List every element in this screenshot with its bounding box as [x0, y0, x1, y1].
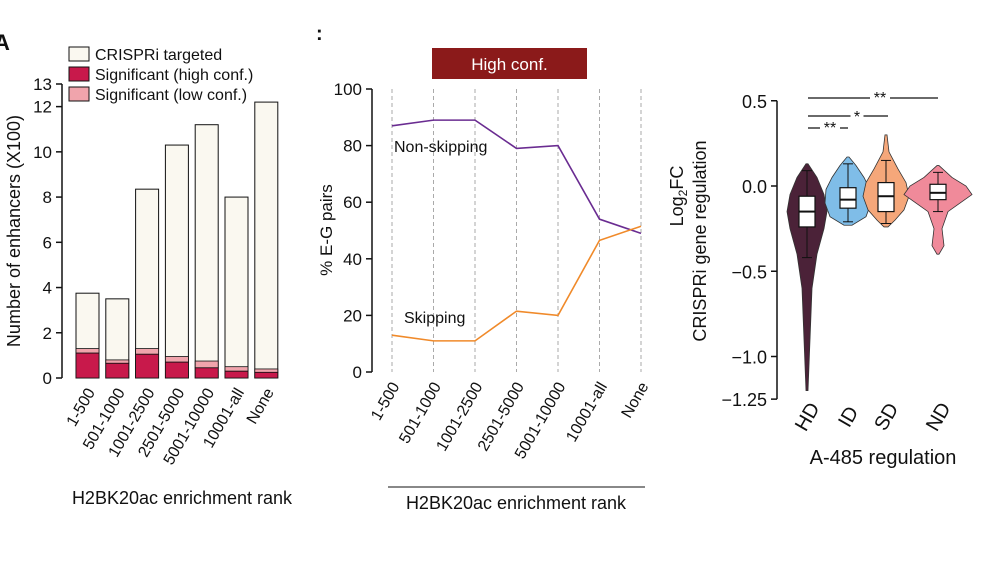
y-tick-label: 0 — [353, 363, 362, 382]
bar-significant-high — [135, 353, 160, 379]
line-skipping — [391, 225, 642, 342]
legend-label: Significant (high conf.) — [95, 67, 253, 84]
x-tick-label: ID — [834, 403, 863, 431]
x-tick-label: 1-500 — [368, 379, 403, 423]
bar-significant-high — [164, 361, 189, 379]
y-axis-title: % E-G pairs — [317, 184, 336, 276]
bar-significant-low — [135, 348, 160, 355]
bar-significant-low — [194, 360, 219, 369]
legend-label: CRISPRi targeted — [95, 47, 222, 64]
significance-gap — [820, 122, 840, 134]
legend-swatch — [68, 66, 90, 82]
y-tick-label: 20 — [343, 306, 362, 325]
significance-label: * — [854, 109, 860, 126]
y-tick-label: 100 — [334, 80, 362, 99]
bar-crispri-targeted — [164, 144, 189, 379]
legend-swatch — [68, 46, 90, 62]
y-tick-label: 40 — [343, 250, 362, 269]
bar-significant-high — [224, 370, 249, 379]
line-non-skipping — [391, 119, 642, 235]
x-tick-label: HD — [791, 399, 824, 435]
legend-label: Significant (low conf.) — [95, 87, 247, 104]
bar-significant-high — [105, 362, 130, 379]
bar-crispri-targeted — [254, 101, 279, 379]
panel-label-b: : — [316, 23, 323, 45]
significance-label: ** — [874, 90, 886, 107]
y-tick-label: 6 — [43, 233, 52, 252]
bar-significant-high — [194, 367, 219, 379]
bar-significant-low — [254, 368, 279, 373]
bar-significant-low — [164, 356, 189, 363]
line-chart: High conf. 0 20 40 60 80 100 % E-G pairs Non-ski… — [317, 48, 653, 513]
y-tick-label: 8 — [43, 188, 52, 207]
significance-label: ** — [824, 120, 836, 137]
bar-significant-low — [75, 348, 100, 354]
y-tick-label: −1.0 — [731, 348, 767, 368]
y-tick-label: 2 — [43, 324, 52, 343]
y-tick-label: 13 — [33, 75, 52, 94]
x-tick-label: None — [244, 385, 278, 427]
y-tick-label: −0.5 — [731, 262, 767, 282]
x-tick-label: None — [619, 379, 653, 421]
y-axis-title: Number of enhancers (X100) — [4, 115, 24, 347]
significance-gap — [850, 110, 864, 122]
bar-crispri-targeted — [224, 196, 249, 379]
y-tick-label: 0 — [43, 369, 52, 388]
y-tick-label: 12 — [33, 98, 52, 117]
violin-hd — [786, 163, 828, 391]
y-tick-label: 80 — [343, 137, 362, 156]
y-tick-label: 10 — [33, 143, 52, 162]
x-tick-label: SD — [870, 399, 903, 434]
bar-crispri-targeted — [194, 124, 219, 379]
series-label-skipping: Skipping — [404, 310, 465, 327]
y-tick-label: 0.0 — [742, 177, 767, 197]
y-tick-label: −1.25 — [721, 390, 767, 410]
y-axis-title-line2: CRISPRi gene regulation — [690, 140, 710, 341]
x-tick-label: ND — [922, 399, 955, 435]
legend-swatch — [68, 86, 90, 102]
y-tick-label: 0.5 — [742, 92, 767, 112]
significance-gap — [870, 92, 890, 104]
series-label-non-skipping: Non-skipping — [394, 139, 487, 156]
panel-label-a: A — [0, 30, 10, 55]
y-tick-label: 60 — [343, 193, 362, 212]
y-tick-label: 4 — [43, 279, 52, 298]
x-axis-title: H2BK20ac enrichment rank — [72, 488, 293, 508]
bar-significant-low — [105, 359, 130, 364]
bar-significant-high — [75, 352, 100, 379]
x-axis-title: A-485 regulation — [810, 447, 957, 469]
y-axis-title-line1: Log2FC — [667, 166, 690, 227]
banner-label: High conf. — [471, 55, 548, 74]
violin-chart: 0.5 0.0 −0.5 −1.0 −1.25 Log2FC CRISPRi gene re… — [667, 90, 973, 469]
box — [839, 187, 857, 209]
x-tick-label: 10001-all — [563, 380, 611, 446]
bar-significant-low — [224, 366, 249, 372]
x-axis-title: H2BK20ac enrichment rank — [406, 493, 627, 513]
banner-high-conf — [432, 48, 587, 79]
bar-significant-high — [254, 371, 279, 379]
